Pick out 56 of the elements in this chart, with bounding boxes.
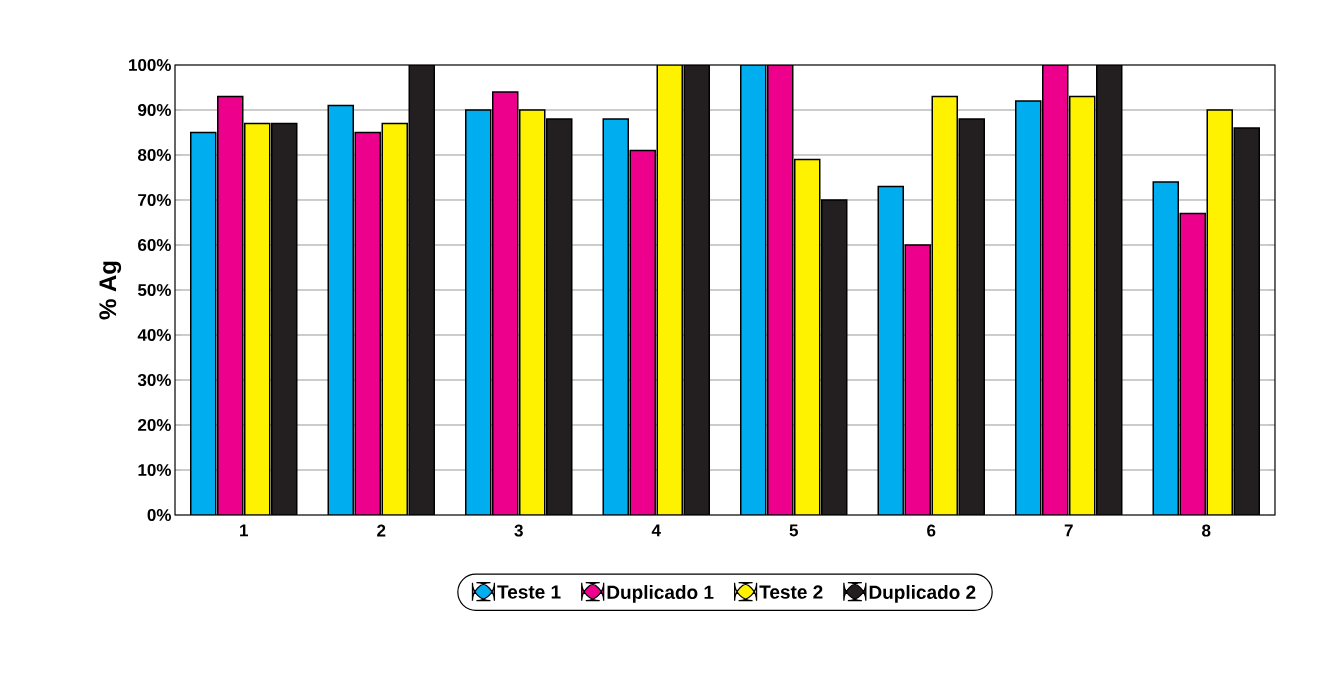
bar [271,123,297,515]
legend-label: Duplicado 1 [607,585,714,603]
y-tick-label: 80% [137,148,172,162]
y-tick-label: 70% [138,193,172,207]
bar [630,150,656,515]
bar [603,119,629,515]
bar [959,119,985,515]
bar [382,123,408,515]
bar [465,110,491,515]
bar [1179,212,1206,515]
bar [905,245,931,515]
bar [684,65,710,515]
bar [878,186,904,515]
x-tick-label: 1 [240,524,249,537]
bar [244,123,270,515]
y-tick-label: 10% [138,463,172,477]
bar [355,132,381,515]
bar [1042,65,1068,515]
bar [1015,100,1041,515]
bar [1206,109,1233,515]
y-tick-label: 50% [137,283,172,297]
y-tick-label: 90% [138,103,172,117]
y-tick-label: 60% [138,238,172,252]
bar [767,65,793,515]
y-tick-label: 100% [129,58,172,72]
bar [409,65,435,515]
legend-label: Teste 2 [759,585,823,599]
y-axis-title: % Ag [99,261,122,320]
bar [1069,96,1095,515]
x-tick-label: 7 [1064,524,1073,537]
x-tick-label: 5 [789,524,798,537]
x-tick-label: 3 [514,524,523,537]
bar [328,105,354,515]
x-tick-label: 8 [1202,524,1211,537]
legend-label: Teste 1 [497,585,561,599]
x-tick-label: 4 [651,524,661,537]
bar [1096,65,1122,515]
legend-label: Duplicado 2 [869,585,976,603]
bar [217,96,243,515]
y-tick-label: 0% [147,508,172,522]
bar [190,132,216,515]
bar [519,110,545,515]
bar [1152,181,1179,515]
bar [492,92,518,515]
bar [740,65,766,515]
bar [546,119,572,515]
bar [932,96,958,515]
bar [1233,127,1260,515]
y-tick-label: 40% [137,328,172,342]
x-tick-label: 2 [377,524,386,537]
y-tick-label: 20% [138,418,172,432]
y-tick-label: 30% [137,373,172,387]
bar [821,200,847,515]
bar [794,159,820,515]
bar [657,65,683,515]
x-tick-label: 6 [927,524,936,537]
